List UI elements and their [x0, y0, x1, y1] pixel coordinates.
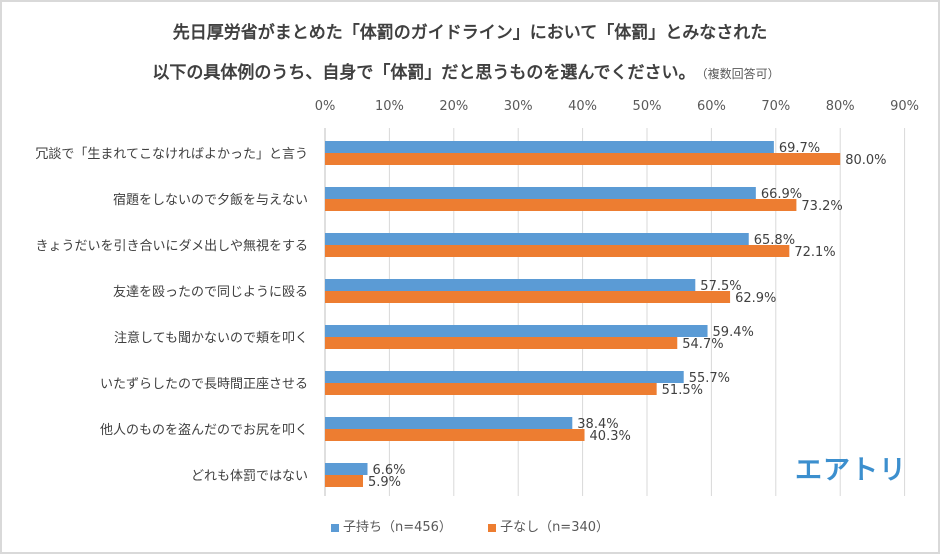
data-label: 59.4%	[713, 325, 754, 340]
x-tick-label: 20%	[439, 99, 468, 114]
bar-without-children	[325, 475, 363, 487]
bar-without-children	[325, 337, 678, 349]
x-tick-label: 70%	[761, 99, 790, 114]
category-label: 他人のものを盗んだのでお尻を叩く	[100, 422, 308, 438]
bar-without-children	[325, 291, 731, 303]
bar-with-children	[325, 141, 774, 153]
bar-with-children	[325, 187, 756, 199]
data-label: 69.7%	[779, 141, 820, 156]
x-tick-label: 0%	[315, 99, 336, 114]
bar-without-children	[325, 245, 790, 257]
data-labels: 69.7% 80.0% 66.9%73.2% 65.8%72.1% 57.5%62.9%…	[368, 141, 887, 490]
x-tick-label: 80%	[826, 99, 855, 114]
data-label: 51.5%	[662, 383, 703, 398]
legend-item-with-children: 子持ち（n=456）	[330, 516, 452, 535]
data-label: 62.9%	[735, 291, 776, 306]
legend-swatch-blue	[330, 523, 339, 532]
legend-swatch-orange	[488, 523, 497, 532]
category-label: 注意しても聞かないので頬を叩く	[114, 330, 308, 346]
x-tick-label: 10%	[375, 99, 404, 114]
data-label: 6.6%	[373, 463, 406, 478]
bar-without-children	[325, 153, 841, 165]
category-label: 冗談で「生まれてこなければよかった」と言う	[35, 146, 308, 162]
data-label: 57.5%	[700, 279, 741, 294]
bar-without-children	[325, 199, 797, 211]
category-label: 友達を殴ったので同じように殴る	[113, 284, 308, 300]
chart-subtitle: 以下の具体例のうち、自身で「体罰」だと思うものを選んでください。 （複数回答可）	[0, 58, 936, 83]
legend-label: 子なし（n=340）	[500, 520, 610, 535]
bar-with-children	[325, 417, 573, 429]
data-label: 5.9%	[368, 475, 401, 490]
legend: 子持ち（n=456） 子なし（n=340）	[0, 516, 940, 535]
x-tick-label: 30%	[504, 99, 533, 114]
data-label: 66.9%	[761, 187, 802, 202]
x-tick-label: 50%	[633, 99, 662, 114]
data-label: 73.2%	[801, 199, 842, 214]
x-tick-label: 60%	[697, 99, 726, 114]
legend-item-without-children: 子なし（n=340）	[488, 516, 609, 535]
data-label: 65.8%	[754, 233, 795, 248]
x-tick-label: 40%	[568, 99, 597, 114]
chart-subtitle-text: 以下の具体例のうち、自身で「体罰」だと思うものを選んでください。	[152, 63, 696, 83]
data-label: 80.0%	[845, 153, 886, 168]
category-label: いたずらしたので長時間正座させる	[100, 377, 308, 392]
chart-subtitle-note: （複数回答可）	[701, 67, 780, 81]
bar-with-children	[325, 279, 696, 291]
airtrip-logo: エアトリ	[795, 455, 907, 486]
chart-title: 先日厚労省がまとめた「体罰のガイドライン」において「体罰」とみなされた	[172, 23, 768, 43]
data-label: 54.7%	[682, 337, 723, 352]
x-tick-label: 90%	[890, 99, 919, 114]
category-labels: 冗談で「生まれてこなければよかった」と言う宿題をしないので夕飯を与えないきょうだ…	[35, 146, 308, 484]
data-label: 55.7%	[689, 371, 730, 386]
data-label: 38.4%	[577, 417, 618, 432]
category-label: きょうだいを引き合いにダメ出しや無視をする	[36, 239, 308, 254]
category-label: どれも体罰ではない	[191, 469, 308, 484]
bar-with-children	[325, 463, 368, 475]
data-label: 40.3%	[590, 429, 631, 444]
bar-with-children	[325, 371, 684, 383]
category-label: 宿題をしないので夕飯を与えない	[113, 192, 308, 208]
bar-with-children	[325, 325, 708, 337]
x-tick-labels: 0% 10% 20% 30% 40% 50% 60% 70% 80% 90%	[315, 99, 919, 114]
bar-with-children	[325, 233, 749, 245]
legend-label: 子持ち（n=456）	[342, 520, 452, 535]
bar-without-children	[325, 383, 657, 395]
bar-without-children	[325, 429, 585, 441]
data-label: 72.1%	[794, 245, 835, 260]
bars	[325, 141, 841, 487]
